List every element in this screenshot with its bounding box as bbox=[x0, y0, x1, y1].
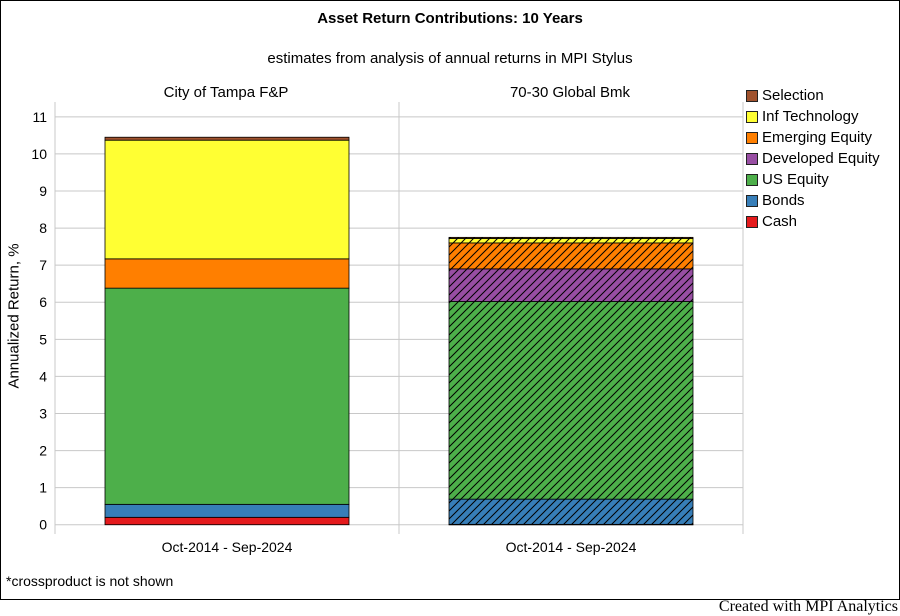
chart-subtitle: estimates from analysis of annual return… bbox=[267, 50, 633, 67]
footnote: *crossproduct is not shown bbox=[6, 573, 174, 589]
panel-title-benchmark: 70-30 Global Bmk bbox=[509, 84, 631, 101]
bar-hatch-us-equity bbox=[449, 301, 693, 500]
legend-swatch bbox=[746, 152, 758, 165]
y-tick-label: 11 bbox=[32, 109, 47, 125]
legend-label: Bonds bbox=[762, 192, 805, 209]
y-tick-label: 9 bbox=[39, 183, 47, 199]
chart-title: Asset Return Contributions: 10 Years bbox=[317, 10, 583, 27]
bar-hatch-inf-technology bbox=[449, 238, 693, 243]
bar-segment-cash bbox=[104, 516, 350, 526]
y-tick-label: 6 bbox=[39, 294, 47, 310]
y-tick-label: 1 bbox=[39, 480, 47, 496]
y-tick-label: 4 bbox=[39, 368, 47, 384]
legend-swatch bbox=[746, 194, 758, 207]
y-tick-label: 5 bbox=[39, 331, 47, 347]
legend-swatch bbox=[746, 173, 758, 186]
credit-text: Created with MPI Analytics bbox=[718, 598, 898, 615]
y-axis-label: Annualized Return, % bbox=[5, 243, 23, 389]
bar-segment-us-equity bbox=[104, 287, 350, 505]
y-tick-label: 10 bbox=[31, 146, 47, 162]
legend-item-developed-equity: Developed Equity bbox=[746, 148, 880, 169]
legend-label: Emerging Equity bbox=[762, 129, 873, 146]
legend-item-cash: Cash bbox=[746, 211, 880, 232]
bar-hatch-bonds bbox=[449, 499, 693, 525]
legend-label: Developed Equity bbox=[762, 150, 880, 167]
legend-label: US Equity bbox=[762, 171, 829, 188]
legend-label: Cash bbox=[762, 213, 798, 230]
legend-label: Selection bbox=[762, 87, 824, 104]
y-tick-label: 2 bbox=[39, 443, 47, 459]
bar-hatch-selection bbox=[449, 237, 693, 239]
bar-segment-inf-technology bbox=[104, 139, 350, 260]
y-tick-label: 7 bbox=[39, 257, 47, 273]
legend-item-emerging-equity: Emerging Equity bbox=[746, 127, 880, 148]
y-tick-label: 3 bbox=[39, 405, 47, 421]
legend-item-us-equity: US Equity bbox=[746, 169, 880, 190]
legend-swatch bbox=[746, 131, 758, 144]
bar-hatch-developed-equity bbox=[449, 268, 693, 302]
y-tick-label: 0 bbox=[39, 517, 47, 533]
bar-segment-selection bbox=[104, 136, 350, 141]
legend-item-selection: Selection bbox=[746, 85, 880, 106]
legend: Selection Inf Technology Emerging Equity… bbox=[746, 85, 880, 232]
legend-item-inf-technology: Inf Technology bbox=[746, 106, 880, 127]
legend-swatch bbox=[746, 89, 758, 102]
x-category-label: Oct-2014 - Sep-2024 bbox=[506, 539, 637, 555]
x-category-label: Oct-2014 - Sep-2024 bbox=[162, 539, 293, 555]
bar-segment-bonds bbox=[104, 503, 350, 518]
bar-hatch-emerging-equity bbox=[449, 242, 693, 269]
legend-item-bonds: Bonds bbox=[746, 190, 880, 211]
legend-label: Inf Technology bbox=[762, 108, 859, 125]
legend-swatch bbox=[746, 110, 758, 123]
y-tick-label: 8 bbox=[39, 220, 47, 236]
panel-title-tampa: City of Tampa F&P bbox=[163, 84, 289, 101]
legend-swatch bbox=[746, 215, 758, 228]
bar-segment-emerging-equity bbox=[104, 258, 350, 289]
